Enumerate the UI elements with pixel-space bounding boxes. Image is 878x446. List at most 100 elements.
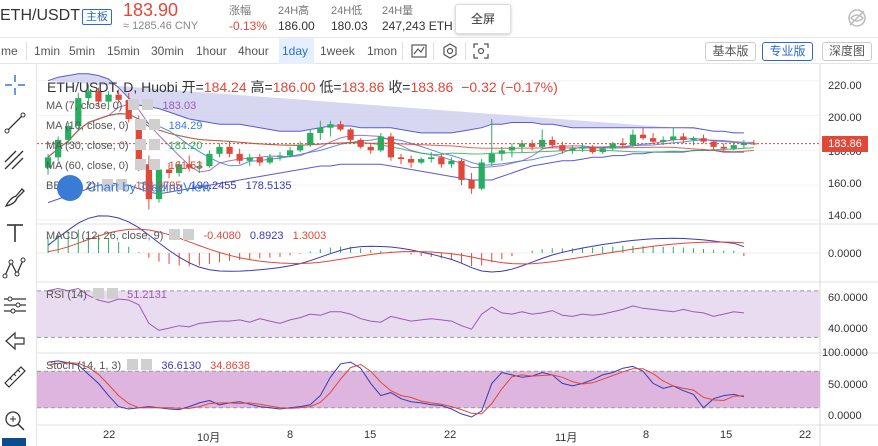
volume-value: 247,243 ETH <box>382 19 453 33</box>
settings-icon[interactable] <box>128 99 140 110</box>
fullscreen-icon[interactable] <box>472 42 490 60</box>
view-pro-button[interactable]: 专业版 <box>762 42 813 61</box>
candle-body <box>660 139 667 142</box>
close-label: 收= <box>388 79 411 95</box>
settings-icon[interactable] <box>134 119 146 130</box>
tradingview-watermark[interactable]: Chart by TradingView <box>57 175 211 201</box>
legend-stoch[interactable]: Stoch (14, 1, 3) 36.6130 34.8638 <box>46 359 250 372</box>
interval-time[interactable]: me <box>1 44 18 58</box>
macd-signal-line <box>47 228 744 265</box>
text-tool-icon[interactable] <box>2 220 28 246</box>
lock-icon[interactable] <box>0 430 26 446</box>
candle-body <box>317 127 324 133</box>
candle-body <box>569 148 576 151</box>
view-depth-button[interactable]: 深度图 <box>822 42 872 61</box>
legend-ma7[interactable]: MA (7, close, 0) 183.03 <box>46 99 196 112</box>
close-value: 183.86 <box>410 79 454 95</box>
candle-body <box>700 138 707 142</box>
ruler-icon[interactable] <box>2 364 28 390</box>
indicators-icon[interactable] <box>441 42 459 60</box>
close-icon[interactable] <box>141 359 153 370</box>
legend-macd[interactable]: MACD (12, 26, close, 9) -0.4080 0.8923 1… <box>46 229 326 242</box>
brush-icon[interactable] <box>2 184 28 210</box>
settings-icon[interactable] <box>101 179 113 190</box>
candle-body <box>246 157 253 161</box>
candle-body <box>347 129 354 140</box>
zoom-in-icon[interactable] <box>2 408 28 434</box>
legend-ma60[interactable]: MA (60, close, 0) 161.53 <box>46 159 202 172</box>
candle-body <box>680 136 687 140</box>
candle-body <box>690 138 697 140</box>
pattern-icon[interactable] <box>2 256 28 282</box>
settings-icon[interactable] <box>127 359 139 370</box>
ma10-label: MA (10, close, 0) <box>46 120 129 132</box>
price-tick: 220.00 <box>828 80 862 92</box>
ma30-label: MA (30, close, 0) <box>46 140 129 152</box>
close-icon[interactable] <box>183 229 195 240</box>
candle-body <box>155 169 163 200</box>
candle-body <box>367 146 374 151</box>
hide-eye-icon[interactable] <box>846 7 868 29</box>
close-icon[interactable] <box>148 139 160 150</box>
prediction-icon[interactable] <box>2 292 28 318</box>
legend-ma10[interactable]: MA (10, close, 0) 184.29 <box>46 119 202 132</box>
candle-body <box>165 169 173 173</box>
interval-4hour[interactable]: 4hour <box>238 44 269 58</box>
stoch-d-value: 34.8638 <box>210 360 250 372</box>
interval-toolbar: me 1min 5min 15min 30min 1hour 4hour 1da… <box>0 38 878 64</box>
candle-body <box>559 145 566 151</box>
close-icon[interactable] <box>148 159 160 170</box>
candle-body <box>95 91 102 102</box>
close-icon[interactable] <box>115 179 127 190</box>
candle-body <box>407 159 415 163</box>
crosshair-icon[interactable] <box>2 72 28 98</box>
price-tick: 160.00 <box>828 178 862 190</box>
candle-body <box>44 157 52 168</box>
macd-line <box>47 215 745 273</box>
macd-hist-value: -0.4080 <box>203 230 241 242</box>
candle-body <box>579 146 586 149</box>
last-price: 183.90 <box>123 0 179 20</box>
legend-bb[interactable]: BB (20, 2) 184.3795 190.2455 178.5135 <box>46 179 291 192</box>
settings-icon[interactable] <box>134 159 146 170</box>
high-label: 24H高 <box>278 5 310 17</box>
ma30-value: 181.20 <box>168 140 203 152</box>
stoch-tick: 50.0000 <box>828 379 868 391</box>
interval-1hour[interactable]: 1hour <box>196 44 227 58</box>
view-basic-button[interactable]: 基本版 <box>705 42 756 61</box>
chart-canvas[interactable] <box>37 64 878 446</box>
interval-30min[interactable]: 30min <box>151 44 184 58</box>
candle-body <box>307 132 314 146</box>
settings-icon[interactable] <box>169 229 181 240</box>
close-icon[interactable] <box>148 119 160 130</box>
settings-icon[interactable] <box>134 139 146 150</box>
price-tick: 200.00 <box>828 112 862 124</box>
candle-body <box>145 164 153 200</box>
stoch-k-value: 36.6130 <box>161 360 202 372</box>
interval-1week[interactable]: 1week <box>320 44 355 58</box>
bb-upper-line <box>47 73 744 134</box>
chart-area[interactable]: ETH/USDT, D, Huobi 开=184.24 高=186.00 低=1… <box>37 64 878 446</box>
fullscreen-tooltip: 全屏 <box>455 4 511 34</box>
close-icon[interactable] <box>142 99 154 110</box>
pair-name[interactable]: ETH/USDT <box>0 7 80 24</box>
candle-body <box>508 146 516 151</box>
interval-1min[interactable]: 1min <box>34 44 61 58</box>
arrow-icon[interactable] <box>2 328 28 354</box>
candle-body <box>397 157 405 160</box>
legend-ma30[interactable]: MA (30, close, 0) 181.20 <box>46 139 202 152</box>
candle-body <box>710 141 717 147</box>
chart-type-icon[interactable] <box>410 42 428 60</box>
pitchfork-icon[interactable] <box>2 148 28 174</box>
candle-body <box>639 134 647 139</box>
interval-15min[interactable]: 15min <box>107 44 140 58</box>
trend-line-icon[interactable] <box>2 110 28 136</box>
interval-5min[interactable]: 5min <box>69 44 96 58</box>
candle-body <box>478 162 485 189</box>
settings-icon[interactable] <box>93 288 105 299</box>
candle-body <box>649 138 657 142</box>
interval-1mon[interactable]: 1mon <box>367 44 398 58</box>
interval-1day[interactable]: 1day <box>279 38 314 64</box>
close-icon[interactable] <box>107 288 119 299</box>
legend-rsi[interactable]: RSI (14) 51.2131 <box>46 288 167 301</box>
